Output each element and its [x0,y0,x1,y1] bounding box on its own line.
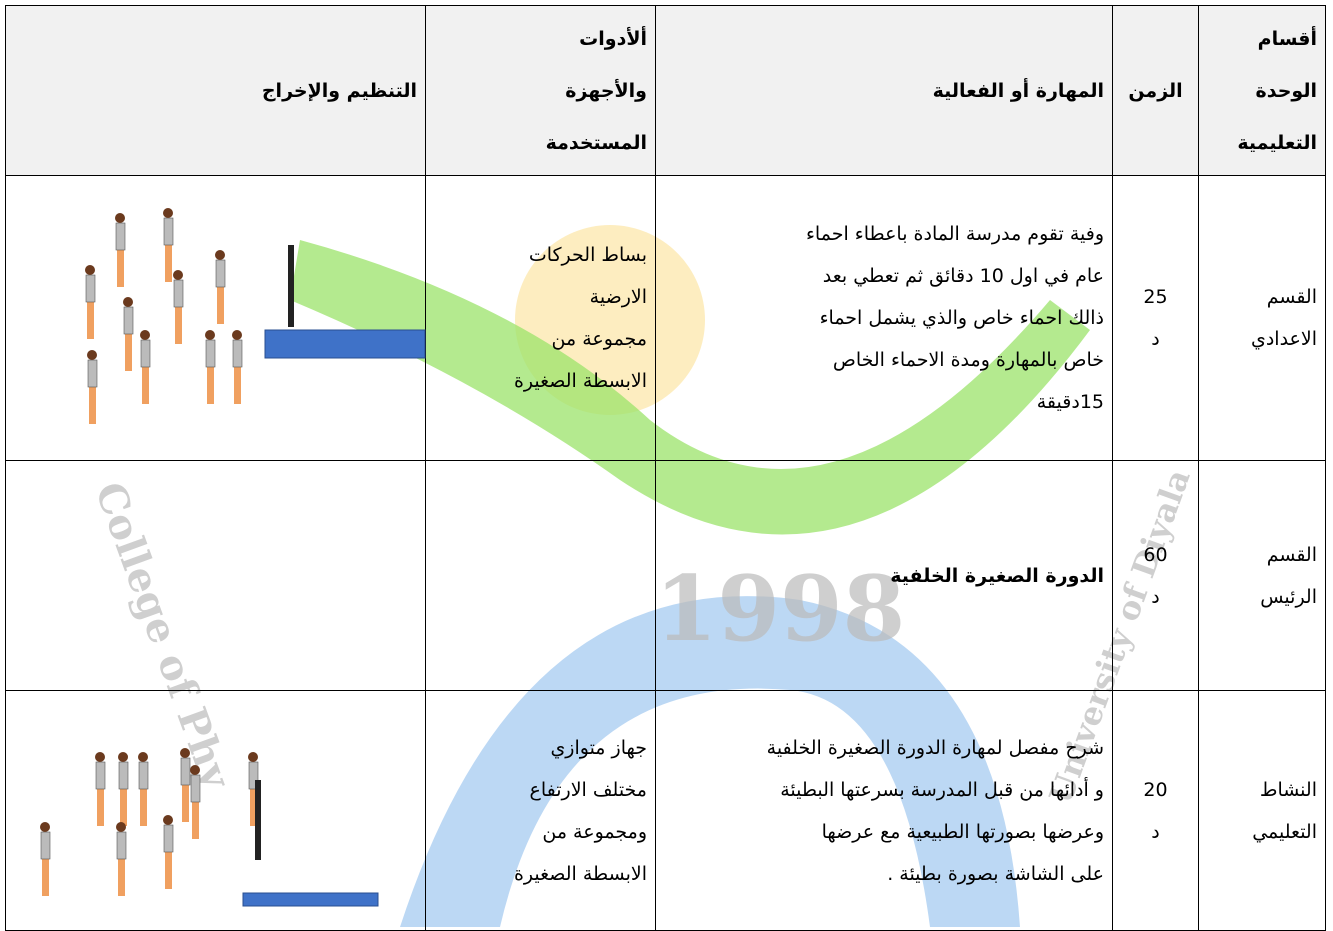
cell-line: د [1151,585,1160,608]
cell-line: وعرضها بصورتها الطبيعية مع عرضها [821,820,1104,843]
cell-line: القسم [1266,286,1317,308]
cell-line: الابسطة الصغيرة [513,370,647,392]
cell-line: المهارة أو الفعالية [932,79,1104,102]
table-row: القسم الاعدادي 25 د وفية تقوم مدرسة المادة ب… [5,175,1326,461]
cell-line: التنظيم والإخراج [261,79,417,102]
cell: القسم الاعدادي [1198,175,1326,461]
cell-line: الابسطة الصغيرة [513,862,647,885]
cell-line: ومجموعة من [542,820,647,843]
cell-line: الرئيس [1260,585,1317,608]
cell-line: جهاز متوازي [550,736,647,759]
cell-line: خاص بالمهارة ومدة الاحماء الخاص [832,349,1104,371]
cell: أقسام الوحدة التعليمية [1198,5,1326,176]
cell-line: الدورة الصغيرة الخلفية [890,564,1104,587]
cell: النشاط التعليمي [1198,690,1326,931]
cell-line: 60 [1143,543,1168,566]
table-row: القسم الرئيس 60 د الدورة الصغيرة الخلفية [5,460,1326,691]
header-row: أقسام الوحدة التعليمية الزمن المهارة أو الفع… [5,5,1326,176]
cell-line: شرح مفصل لمهارة الدورة الصغيرة الخلفية [766,736,1104,759]
cell-line: المستخدمة [545,131,647,154]
cell-line: والأجهزة [565,79,647,102]
cell-line: عام في اول 10 دقائق ثم تعطي بعد [822,265,1104,287]
cell: القسم الرئيس [1198,460,1326,691]
cell-line: 20 [1143,778,1168,801]
cell: شرح مفصل لمهارة الدورة الصغيرة الخلفية و … [655,690,1113,931]
cell-line: وفية تقوم مدرسة المادة باعطاء احماء [806,223,1104,245]
cell: المهارة أو الفعالية [655,5,1113,176]
cell-line: التعليمية [1237,131,1317,154]
cell-line: مختلف الارتفاع [529,778,648,801]
cell-line: القسم [1266,543,1317,566]
cell-line: التعليمي [1252,820,1317,843]
cell: بساط الحركات الارضية مجموعة من الابسطة الصغ… [425,175,656,461]
cell-line: النشاط [1259,778,1317,801]
cell: الزمن [1112,5,1199,176]
cell-line: أقسام [1257,27,1317,50]
cell-line: الاعدادي [1250,328,1317,350]
cell [5,460,426,691]
cell: ألأدوات والأجهزة المستخدمة [425,5,656,176]
cell-line: 25 [1143,286,1168,308]
cell-line: ألأدوات [579,27,647,50]
cell-line: الزمن [1128,79,1183,102]
lesson-table: أقسام الوحدة التعليمية الزمن المهارة أو الفع… [5,5,1326,931]
table-row: النشاط التعليمي 20 د شرح مفصل لمهارة الدورة … [5,690,1326,931]
cell-line: الوحدة [1255,79,1317,102]
cell-line: و أدائها من قبل المدرسة بسرعتها البطيئة [780,778,1104,801]
cell: الدورة الصغيرة الخلفية [655,460,1113,691]
cell [425,460,656,691]
cell-line: ذالك احماء خاص والذي يشمل احماء [819,307,1104,329]
cell-line: د [1151,820,1160,843]
cell-line: الارضية [589,286,647,308]
cell: التنظيم والإخراج [5,5,426,176]
cell: 20 د [1112,690,1199,931]
cell: 60 د [1112,460,1199,691]
cell: 25 د [1112,175,1199,461]
cell [5,175,426,461]
cell-line: مجموعة من [551,328,647,350]
cell: وفية تقوم مدرسة المادة باعطاء احماء عام ف… [655,175,1113,461]
cell-line: بساط الحركات [528,244,647,266]
cell-line: د [1151,328,1160,350]
cell-line: 15دقيقة [1036,391,1104,413]
cell [5,690,426,931]
cell: جهاز متوازي مختلف الارتفاع ومجموعة من الابس… [425,690,656,931]
cell-line: على الشاشة بصورة بطيئة . [887,862,1104,885]
